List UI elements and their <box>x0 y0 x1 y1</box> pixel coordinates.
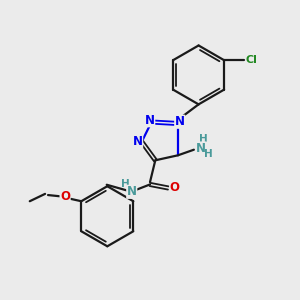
Text: H: H <box>204 149 212 159</box>
Text: N: N <box>127 185 137 198</box>
Text: N: N <box>175 115 185 128</box>
Text: N: N <box>145 114 155 127</box>
Text: N: N <box>196 142 206 155</box>
Text: O: O <box>60 190 70 203</box>
Text: Cl: Cl <box>246 55 258 65</box>
Text: O: O <box>170 182 180 194</box>
Text: H: H <box>121 179 130 190</box>
Text: N: N <box>133 135 142 148</box>
Text: H: H <box>199 134 208 144</box>
